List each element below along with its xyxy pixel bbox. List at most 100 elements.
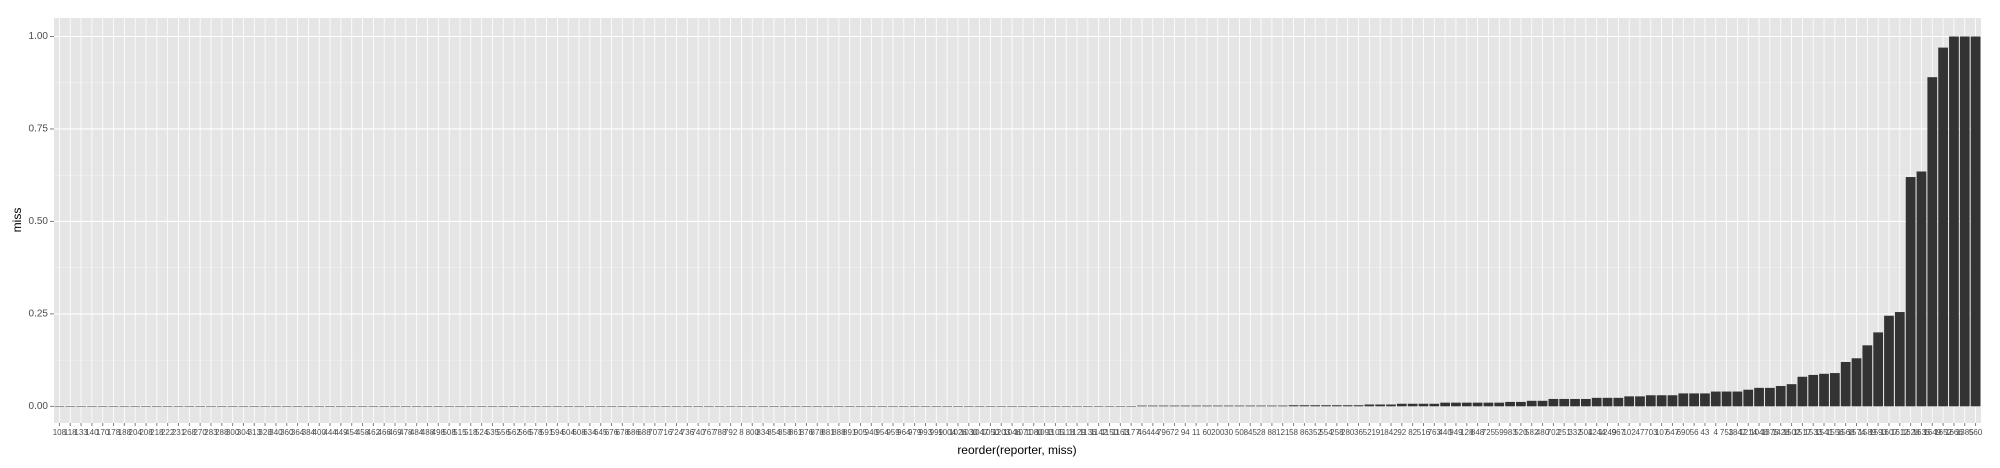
x-tick-label: 905: [854, 428, 868, 437]
bar: [888, 406, 898, 407]
x-tick-label: 554: [1319, 428, 1333, 437]
bar: [628, 406, 639, 407]
x-tick-label: 47: [1636, 428, 1645, 437]
bar: [812, 406, 823, 407]
bar: [963, 406, 974, 407]
x-tick-label: 313: [248, 428, 262, 437]
x-tick-label: 1118: [1058, 428, 1075, 437]
x-tick-label: 4: [1714, 428, 1719, 437]
x-tick-label: 954: [875, 428, 889, 437]
bar: [1635, 396, 1645, 407]
x-tick-label: 72: [1170, 428, 1179, 437]
bar: [465, 406, 476, 407]
x-tick-label: 86: [1300, 428, 1309, 437]
bar: [281, 406, 292, 407]
x-tick-label: 1249: [1599, 428, 1617, 437]
x-tick-label: 520: [1514, 428, 1528, 437]
bar: [1840, 361, 1851, 407]
bar: [877, 406, 888, 407]
x-tick-label: 88: [1267, 428, 1276, 437]
x-tick-label: 444: [323, 428, 337, 437]
x-tick-label: 280: [1341, 428, 1355, 437]
x-tick-label: 133: [74, 428, 88, 437]
bar: [1169, 405, 1180, 407]
y-axis-title: miss: [10, 208, 24, 233]
x-tick-label: 891: [843, 428, 857, 437]
x-tick-label: 949: [1449, 428, 1463, 437]
bar: [595, 406, 606, 407]
bar: [1429, 403, 1440, 407]
bar: [931, 406, 942, 407]
bar: [1461, 402, 1472, 407]
bar: [530, 406, 541, 407]
bar: [260, 406, 270, 407]
x-tick-label: 767: [702, 428, 716, 437]
bar: [1516, 401, 1526, 407]
x-tick-label: 686: [627, 428, 641, 437]
x-tick-label: 1047: [971, 428, 989, 437]
x-tick-label: 736: [681, 428, 695, 437]
x-tick-label: 332: [1568, 428, 1582, 437]
bar: [714, 406, 725, 407]
bar: [1537, 400, 1548, 407]
bar: [747, 406, 758, 407]
bar: [1743, 389, 1754, 407]
x-tick-label: 999: [930, 428, 944, 437]
x-tick-label: 1004: [938, 428, 956, 437]
x-tick-label: 876: [800, 428, 814, 437]
x-tick-label: 1163: [1112, 428, 1130, 437]
x-tick-label: 1628: [1902, 428, 1920, 437]
bar: [1667, 395, 1678, 407]
bar: [1288, 405, 1299, 407]
bar: [1299, 405, 1310, 407]
bar: [1158, 405, 1169, 407]
bar: [1884, 315, 1894, 407]
x-tick-label: 1093: [1036, 428, 1054, 437]
x-tick-label: 178: [107, 428, 121, 437]
x-tick-label: 716: [659, 428, 673, 437]
bar: [1472, 402, 1483, 407]
bar: [400, 406, 411, 407]
x-tick-label: 328: [258, 428, 272, 437]
x-tick-label: 283: [204, 428, 218, 437]
x-tick-label: 1649: [1923, 428, 1941, 437]
bar: [303, 406, 314, 407]
bar: [1180, 405, 1191, 407]
bar: [1342, 405, 1353, 407]
bar: [1613, 397, 1624, 407]
bar: [844, 406, 855, 407]
x-tick-label: 46: [1138, 428, 1147, 437]
x-tick-label: 1612: [1891, 428, 1909, 437]
x-tick-label: 28: [1257, 428, 1266, 437]
x-tick-label: 1142: [1090, 428, 1108, 437]
bar: [1050, 406, 1061, 407]
x-tick-label: 1593: [1869, 428, 1887, 437]
bar: [433, 406, 444, 407]
x-tick-label: 1026: [949, 428, 967, 437]
x-tick-label: 1385: [1956, 428, 1974, 437]
x-tick-label: 993: [919, 428, 933, 437]
bar: [379, 406, 390, 407]
x-tick-label: 94: [1181, 428, 1190, 437]
bar: [1526, 400, 1537, 407]
bar: [801, 406, 812, 407]
x-tick-label: 1541: [1815, 428, 1833, 437]
x-tick-label: 940: [865, 428, 879, 437]
bar: [1115, 406, 1126, 407]
bar: [227, 406, 238, 407]
x-tick-label: 82: [1408, 428, 1417, 437]
bar: [54, 406, 65, 407]
x-tick-label: 1666: [1945, 428, 1963, 437]
bar: [1851, 358, 1862, 407]
bar: [1364, 404, 1375, 407]
x-tick-label: 1214: [1739, 428, 1757, 437]
x-tick-label: 788: [713, 428, 727, 437]
bar: [585, 406, 595, 407]
bar: [357, 406, 368, 407]
bar: [1028, 406, 1039, 407]
bar: [909, 406, 920, 407]
bar: [736, 406, 747, 407]
x-tick-label: 676: [605, 428, 619, 437]
x-tick-label: 979: [908, 428, 922, 437]
